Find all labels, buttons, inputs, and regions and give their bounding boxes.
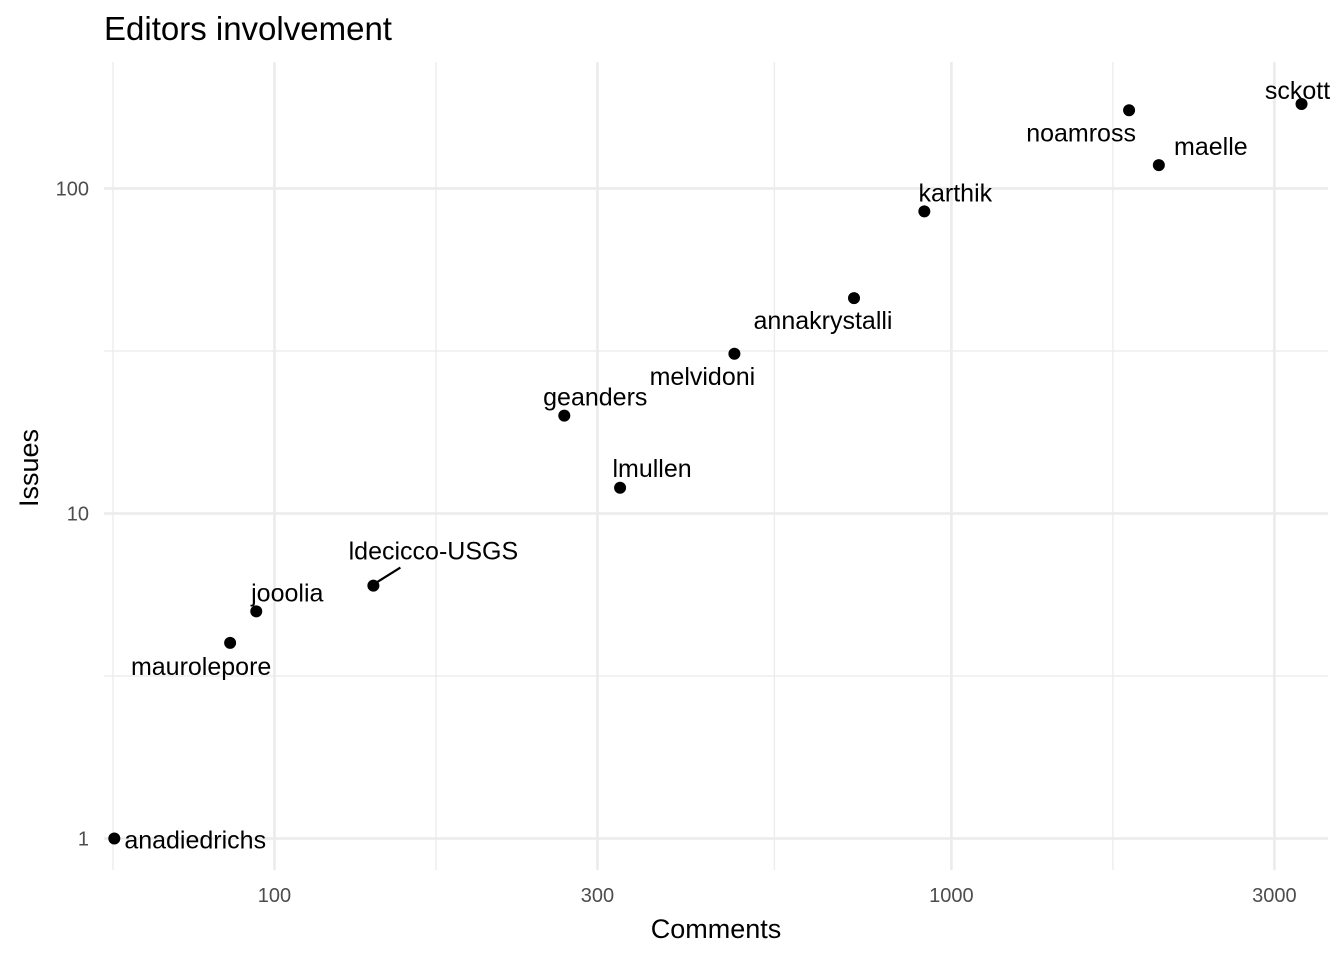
data-point bbox=[1123, 104, 1136, 117]
y-axis-title: Issues bbox=[14, 429, 44, 507]
data-point bbox=[367, 579, 380, 592]
x-tick-label: 100 bbox=[258, 885, 291, 907]
point-label: maurolepore bbox=[131, 653, 271, 681]
point-label: noamross bbox=[1026, 119, 1136, 147]
data-point bbox=[224, 636, 237, 649]
axis-ticks: 100 300 1000 3000 1 10 100 bbox=[56, 178, 1297, 907]
point-label: annakrystalli bbox=[754, 307, 893, 335]
data-point bbox=[108, 832, 121, 845]
data-point bbox=[918, 205, 931, 218]
data-point bbox=[250, 605, 263, 618]
point-label: karthik bbox=[919, 179, 993, 207]
y-tick-label: 100 bbox=[56, 178, 89, 200]
point-label: melvidoni bbox=[650, 363, 756, 391]
label-connectors bbox=[375, 566, 401, 584]
y-tick-label: 10 bbox=[67, 503, 89, 525]
point-label: ldecicco-USGS bbox=[349, 538, 519, 566]
x-tick-label: 1000 bbox=[929, 885, 974, 907]
data-point bbox=[614, 481, 627, 494]
x-axis-title: Comments bbox=[651, 914, 782, 944]
point-labels: anadiedrichs maurolepore jooolia ldecicco-U… bbox=[124, 77, 1330, 855]
point-label: anadiedrichs bbox=[124, 827, 266, 855]
point-label: lmullen bbox=[612, 455, 691, 483]
data-point bbox=[1295, 97, 1308, 110]
data-point bbox=[848, 292, 861, 305]
point-label: maelle bbox=[1174, 133, 1248, 161]
point-label: geanders bbox=[543, 384, 647, 412]
grid bbox=[104, 62, 1328, 870]
point-label: sckott bbox=[1265, 77, 1330, 105]
x-tick-label: 300 bbox=[581, 885, 614, 907]
label-connector bbox=[375, 566, 401, 584]
data-points bbox=[108, 97, 1308, 845]
point-label: jooolia bbox=[250, 579, 323, 607]
data-point bbox=[728, 347, 741, 360]
y-tick-label: 1 bbox=[78, 829, 89, 851]
chart-title: Editors involvement bbox=[104, 10, 392, 47]
data-point bbox=[558, 409, 571, 422]
x-tick-label: 3000 bbox=[1252, 885, 1297, 907]
data-point bbox=[1152, 159, 1165, 172]
